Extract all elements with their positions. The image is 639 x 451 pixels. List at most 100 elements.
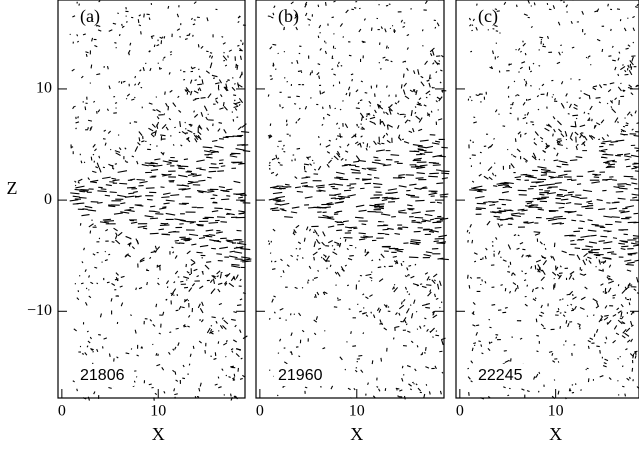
flow-vector	[126, 93, 131, 97]
flow-vector	[114, 102, 118, 104]
flow-vector	[361, 167, 367, 170]
flow-vector	[582, 189, 593, 193]
flow-vector	[507, 271, 511, 273]
flow-vector	[636, 276, 639, 283]
flow-vector	[217, 341, 220, 344]
flow-vector	[472, 18, 475, 22]
flow-vector	[560, 133, 565, 138]
flow-vector	[97, 109, 101, 113]
flow-vector	[378, 278, 384, 282]
flow-vector	[336, 229, 343, 232]
flow-vector	[380, 253, 385, 259]
flow-vector	[589, 135, 591, 138]
flow-vector	[617, 183, 627, 185]
flow-vector	[172, 144, 175, 146]
flow-vector	[621, 316, 624, 319]
flow-vector	[481, 279, 483, 282]
flow-vector	[569, 137, 573, 141]
flow-vector	[537, 108, 540, 111]
flow-vector	[579, 273, 585, 277]
flow-vector	[609, 82, 615, 85]
flow-vector	[489, 204, 496, 207]
flow-vector	[525, 200, 534, 203]
flow-vector	[524, 132, 527, 135]
flow-vector	[505, 199, 512, 202]
flow-vector	[617, 394, 620, 396]
flow-vector	[380, 213, 391, 216]
flow-vector	[558, 160, 568, 164]
flow-vector	[403, 82, 407, 87]
flow-vector	[523, 78, 526, 81]
flow-vector	[313, 229, 318, 235]
flow-vector	[104, 220, 115, 222]
flow-vector	[142, 227, 148, 230]
flow-vector	[174, 255, 178, 259]
flow-vector	[407, 204, 413, 207]
flow-vector	[322, 214, 329, 218]
flow-vector	[177, 95, 180, 99]
flow-vector	[339, 356, 343, 361]
flow-vector	[213, 77, 216, 79]
flow-vector	[417, 69, 420, 75]
flow-vector	[377, 103, 382, 107]
flow-vector	[301, 184, 308, 187]
flow-vector	[334, 241, 340, 245]
flow-vector	[621, 335, 626, 339]
flow-vector	[290, 211, 298, 214]
flow-vector	[493, 250, 495, 253]
flow-vector	[526, 202, 533, 205]
flow-vector	[601, 156, 608, 159]
flow-vector	[557, 21, 561, 26]
flow-vector	[523, 13, 528, 16]
flow-vector	[239, 298, 243, 301]
flow-vector	[467, 376, 471, 380]
flow-vector	[339, 108, 342, 111]
flow-vector	[373, 182, 383, 186]
flow-vector	[209, 239, 219, 242]
flow-vector	[229, 250, 235, 253]
flow-vector	[588, 260, 592, 264]
flow-vector	[471, 99, 473, 102]
flow-vector	[371, 161, 380, 164]
flow-vector	[269, 207, 279, 210]
flow-vector	[199, 168, 206, 171]
flow-vector	[309, 228, 311, 232]
flow-vector	[163, 113, 166, 116]
flow-vector	[179, 121, 182, 128]
flow-vector	[622, 385, 625, 388]
flow-vector	[149, 217, 159, 220]
flow-vector	[200, 45, 204, 49]
flow-vector	[134, 195, 140, 198]
flow-vector	[406, 47, 409, 50]
flow-vector	[619, 317, 623, 320]
y-tick-label: −10	[27, 302, 52, 319]
flow-vector	[591, 223, 599, 226]
flow-vector	[374, 109, 377, 114]
flow-vector	[402, 316, 407, 323]
flow-vector	[532, 197, 541, 200]
panel-label: (b)	[278, 6, 299, 27]
flow-vector	[224, 282, 228, 286]
flow-vector	[161, 196, 170, 199]
flow-vector	[187, 129, 193, 133]
flow-vector	[272, 187, 282, 190]
flow-vector	[114, 150, 121, 153]
flow-vector	[340, 64, 343, 67]
flow-vector	[205, 229, 214, 232]
flow-vector	[345, 9, 349, 14]
flow-vector	[439, 390, 442, 395]
flow-vector	[435, 71, 438, 74]
flow-vector	[150, 169, 159, 171]
flow-vector	[318, 189, 326, 192]
flow-vector	[376, 149, 385, 152]
flow-vector	[196, 159, 205, 163]
flow-vector	[626, 111, 631, 116]
flow-vector	[496, 182, 503, 185]
flow-vector	[128, 52, 130, 56]
flow-vector	[201, 79, 204, 85]
flow-vector	[598, 316, 603, 323]
flow-vector	[105, 229, 109, 232]
flow-vector	[370, 311, 373, 314]
flow-vector	[414, 263, 417, 266]
flow-vector	[373, 140, 377, 146]
